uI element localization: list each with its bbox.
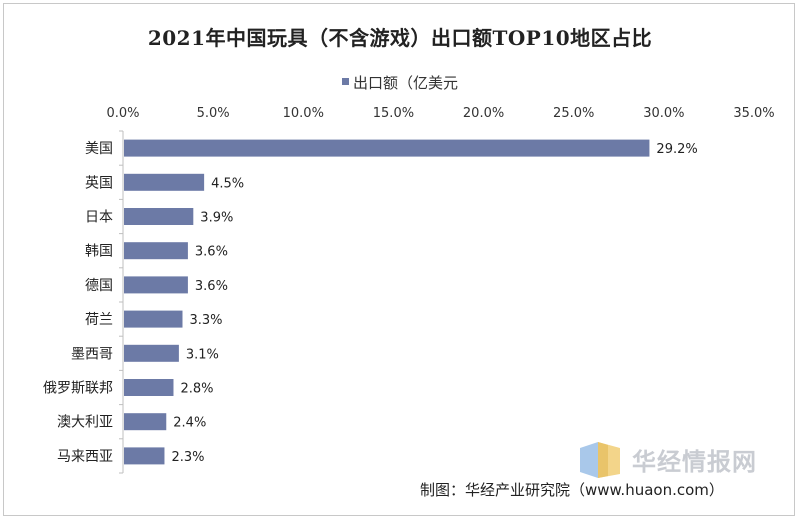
category-label: 美国	[85, 141, 113, 157]
value-labels: 29.2% 4.5% 3.9% 3.6% 3.6% 3.3% 3.1% 2.8% 2.4% 2.3…	[171, 142, 697, 465]
category-label: 日本	[85, 210, 113, 226]
x-tick-label: 15.0%	[373, 106, 414, 121]
data-label: 3.6%	[195, 279, 228, 294]
data-label: 3.1%	[186, 347, 219, 362]
data-label: 3.9%	[200, 211, 233, 226]
category-label: 德国	[85, 278, 113, 294]
category-label: 澳大利亚	[57, 415, 113, 431]
watermark-text: 华经情报网	[632, 448, 757, 476]
bar	[124, 139, 650, 157]
bar	[124, 447, 165, 465]
watermark-logo-icon	[580, 442, 620, 478]
x-tick-label: 35.0%	[733, 106, 774, 121]
x-tick-label: 10.0%	[283, 106, 324, 121]
bar	[124, 379, 174, 396]
x-axis-ticks: 0.0% 5.0% 10.0% 15.0% 20.0% 25.0% 30.0% 35.0%	[106, 106, 774, 121]
x-tick-label: 25.0%	[553, 106, 594, 121]
category-label: 韩国	[85, 244, 113, 260]
x-tick-label: 5.0%	[197, 106, 230, 121]
bar	[124, 413, 167, 431]
bar	[124, 208, 194, 225]
data-label: 3.6%	[195, 245, 228, 260]
category-label: 马来西亚	[57, 449, 113, 465]
data-label: 2.8%	[180, 382, 213, 397]
chart-frame	[3, 3, 795, 516]
chart-title: 2021年中国玩具（不含游戏）出口额TOP10地区占比	[147, 26, 653, 50]
data-label: 2.3%	[171, 450, 204, 465]
bar	[124, 276, 188, 294]
legend: 出口额（亿美元	[0, 72, 800, 93]
data-label: 4.5%	[211, 176, 244, 191]
x-tick-label: 0.0%	[106, 106, 139, 121]
bar	[124, 242, 188, 260]
bar	[124, 173, 205, 191]
x-tick-label: 30.0%	[643, 106, 684, 121]
legend-swatch	[341, 78, 349, 85]
category-label: 俄罗斯联邦	[43, 381, 113, 397]
category-label: 荷兰	[85, 312, 113, 328]
data-label: 3.3%	[189, 313, 222, 328]
source-note: 制图：华经产业研究院（www.huaon.com）	[420, 481, 724, 499]
bar	[124, 344, 179, 362]
watermark: 华经情报网	[578, 440, 778, 480]
category-label: 英国	[85, 174, 113, 191]
bar	[124, 310, 183, 328]
data-label: 29.2%	[656, 142, 697, 157]
data-label: 2.4%	[173, 416, 206, 431]
legend-label: 出口额（亿美元	[352, 74, 458, 92]
x-tick-label: 20.0%	[463, 106, 504, 121]
bars	[124, 139, 650, 465]
category-label: 墨西哥	[71, 346, 113, 362]
